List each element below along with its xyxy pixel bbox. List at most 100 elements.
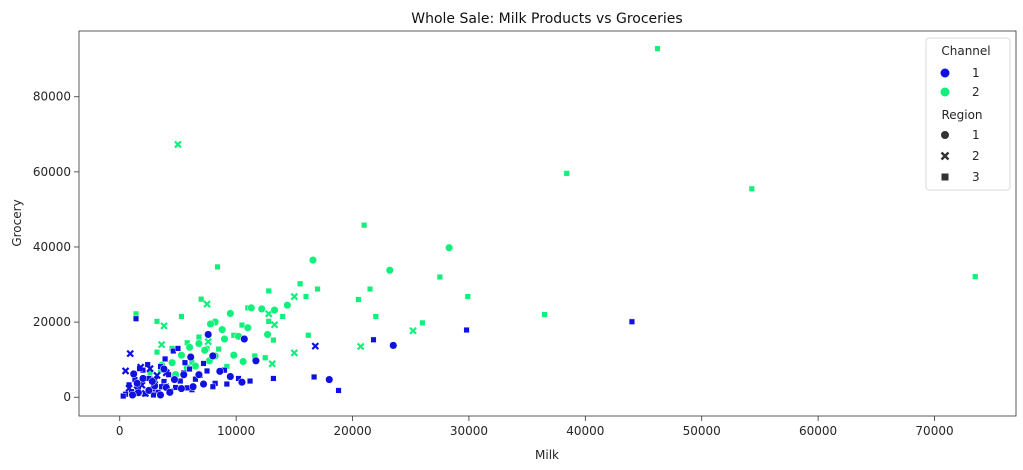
data-point-channel-2-region-3	[198, 296, 205, 303]
data-point-channel-1-region-1	[215, 367, 224, 376]
y-axis: 0 20000 40000 60000 80000	[33, 90, 79, 404]
data-point-channel-2-region-2	[174, 140, 182, 149]
data-point-channel-1-region-3	[133, 315, 140, 322]
plot-area	[78, 30, 1017, 417]
data-point-channel-1-region-2	[153, 371, 161, 380]
data-point-channel-1-region-1	[186, 352, 195, 362]
legend-region-1-marker	[941, 131, 949, 139]
data-point-channel-2-region-3	[195, 334, 202, 341]
data-point-channel-2-region-3	[314, 286, 321, 293]
data-point-channel-2-region-3	[464, 293, 471, 300]
data-point-channel-1-region-3	[120, 393, 127, 400]
data-point-channel-2-region-1	[445, 243, 454, 252]
data-point-channel-1-region-3	[247, 378, 254, 385]
chart-title: Whole Sale: Milk Products vs Groceries	[411, 11, 682, 27]
y-tick-label: 40000	[33, 240, 71, 254]
legend-channel-title: Channel	[941, 44, 990, 58]
x-axis-label: Milk	[535, 448, 559, 462]
x-axis: 0 10000 20000 30000 40000 50000 60000 70000	[116, 416, 954, 438]
data-point-channel-1-region-2	[311, 342, 320, 350]
data-point-channel-2-region-3	[270, 337, 277, 344]
data-point-channel-1-region-1	[177, 384, 186, 393]
data-point-channel-1-region-1	[194, 370, 203, 379]
data-point-channel-1-region-3	[311, 373, 318, 380]
data-point-channel-1-region-3	[463, 326, 470, 333]
data-point-channel-1-region-1	[189, 382, 198, 391]
legend: Channel 1 2 Region 1 2 3	[925, 37, 1011, 191]
data-point-channel-2-region-3	[305, 332, 312, 339]
data-point-channel-1-region-3	[204, 367, 211, 374]
data-point-channel-2-region-2	[204, 337, 212, 346]
legend-region-2-marker	[940, 151, 950, 161]
data-point-channel-1-region-1	[325, 375, 334, 384]
data-point-channel-1-region-3	[370, 336, 377, 343]
x-tick-label: 70000	[915, 424, 953, 438]
data-point-channel-1-region-1	[159, 364, 169, 374]
x-tick-label: 30000	[450, 424, 488, 438]
data-point-channel-2-region-3	[153, 318, 160, 325]
data-point-channel-1-region-1	[179, 370, 188, 379]
data-point-channel-2-region-3	[302, 293, 309, 300]
data-point-channel-1-region-1	[165, 388, 174, 397]
data-point-channel-2-region-1	[200, 346, 209, 355]
data-point-channel-2-region-2	[290, 292, 299, 301]
data-point-channel-2-region-2	[356, 342, 365, 351]
data-point-channel-2-region-3	[419, 319, 426, 326]
data-point-channel-1-region-3	[200, 360, 207, 367]
data-point-channel-2-region-2	[203, 300, 211, 308]
data-point-channel-2-region-3	[361, 222, 368, 229]
data-point-channel-2-region-2	[270, 320, 279, 329]
data-point-channel-1-region-3	[174, 345, 181, 352]
data-point-channel-1-region-1	[199, 380, 208, 389]
data-point-channel-1-region-3	[628, 318, 635, 325]
data-point-channel-1-region-1	[144, 386, 153, 395]
x-tick-label: 60000	[799, 424, 837, 438]
data-point-channel-2-region-1	[220, 334, 229, 344]
data-point-channel-1-region-3	[209, 383, 216, 390]
legend-channel-2-marker	[940, 87, 950, 97]
data-point-channel-1-region-3	[162, 355, 169, 362]
data-point-channel-2-region-1	[218, 325, 227, 334]
data-point-channel-1-region-1	[208, 351, 217, 360]
data-point-channel-2-region-3	[265, 318, 272, 325]
data-point-channel-2-region-3	[178, 313, 185, 320]
data-point-channel-2-region-3	[153, 349, 160, 356]
data-point-channel-1-region-1	[251, 356, 260, 365]
data-point-channel-2-region-2	[268, 360, 276, 368]
data-point-channel-2-region-1	[243, 323, 252, 332]
data-point-channel-1-region-1	[148, 377, 157, 386]
legend-region-2-label: 2	[972, 149, 980, 163]
y-axis-label: Grocery	[10, 199, 24, 246]
data-point-channel-2-region-1	[385, 266, 394, 275]
data-point-channel-1-region-1	[138, 374, 148, 383]
data-point-channel-2-region-3	[215, 346, 222, 353]
data-point-channel-1-region-1	[133, 379, 142, 388]
data-point-channel-2-region-3	[279, 313, 286, 320]
legend-channel-1-marker	[940, 68, 950, 78]
data-point-channel-2-region-1	[229, 351, 238, 360]
data-point-channel-1-region-2	[126, 349, 134, 358]
data-point-channel-1-region-3	[186, 366, 193, 373]
data-point-channel-1-region-3	[223, 381, 230, 388]
data-point-channel-2-region-3	[436, 274, 443, 281]
data-point-channel-2-region-2	[290, 349, 299, 357]
data-point-channel-2-region-1	[263, 330, 272, 339]
data-point-channel-2-region-3	[262, 354, 269, 361]
data-point-channel-1-region-3	[150, 391, 157, 398]
data-point-channel-2-region-3	[372, 313, 379, 320]
data-point-channel-2-region-1	[226, 309, 235, 318]
data-point-channel-2-region-1	[177, 351, 186, 360]
data-point-channel-1-region-1	[170, 375, 179, 384]
data-point-channel-1-region-1	[389, 341, 398, 350]
data-point-channel-1-region-2	[136, 363, 145, 371]
data-point-channel-2-region-2	[157, 340, 166, 349]
data-point-channel-1-region-1	[128, 390, 137, 400]
data-point-channel-2-region-1	[308, 256, 318, 265]
x-tick-label: 20000	[333, 424, 371, 438]
y-tick-label: 60000	[33, 165, 71, 179]
data-point-channel-1-region-2	[121, 367, 130, 375]
data-point-channel-2-region-3	[366, 286, 373, 293]
data-point-channel-2-region-1	[257, 304, 266, 314]
data-point-channel-2-region-1	[247, 303, 256, 312]
data-point-channel-2-region-2	[264, 310, 273, 318]
